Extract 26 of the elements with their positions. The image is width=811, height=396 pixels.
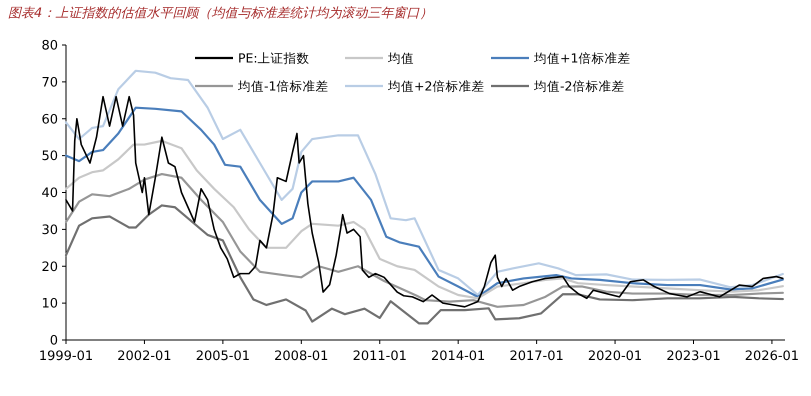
ytick: 20 [41,260,58,275]
legend-label: 均值-2倍标准差 [533,78,624,94]
ytick: 10 [41,296,58,312]
xtick: 2017-01 [509,349,564,364]
xtick: 1999-01 [38,349,94,364]
ytick: 60 [41,112,58,128]
ytick: 40 [41,186,58,201]
ytick: 70 [41,75,58,90]
legend-label: 均值 [387,50,414,66]
ytick: 50 [41,149,58,164]
legend-label: 均值+1倍标准差 [533,50,630,66]
legend-label: 均值+2倍标准差 [387,78,484,94]
ytick: 0 [50,334,58,348]
xtick: 2023-01 [666,349,721,364]
xtick: 2014-01 [431,349,486,364]
xtick: 2005-01 [196,349,250,364]
title: 图表4：上证指数的估值水平回顾（均值与标准差统计均为滚动三年窗口） [8,6,432,21]
xtick: 2026-01 [744,349,800,364]
xtick: 2002-01 [117,349,172,364]
xtick: 2011-01 [352,349,407,364]
xtick: 2020-01 [588,349,642,364]
legend-label: PE:上证指数 [238,50,310,66]
ytick: 30 [41,222,58,238]
xtick: 2008-01 [274,349,328,364]
ytick: 80 [41,38,58,54]
legend-label: 均值-1倍标准差 [237,78,328,94]
